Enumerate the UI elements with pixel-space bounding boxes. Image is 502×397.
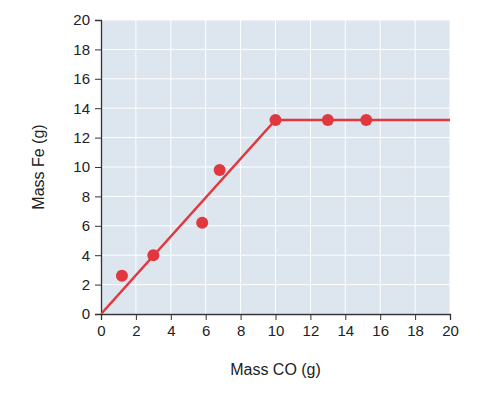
line <box>101 120 450 314</box>
y-tick: 18 <box>73 41 101 58</box>
x-tick: 0 <box>97 314 105 339</box>
grid-line-y <box>101 225 450 226</box>
y-tick-label: 2 <box>82 276 90 293</box>
x-tick-mark <box>310 314 311 320</box>
plot: 0 2 4 6 8 10 12 14 16 18 20 0 2 4 6 8 10 12 14 16 18 20 <box>73 11 459 338</box>
y-tick: 4 <box>82 247 101 264</box>
x-tick-label: 0 <box>97 322 105 339</box>
y-tick-mark <box>95 314 101 315</box>
y-tick-mark <box>95 196 101 197</box>
point <box>360 114 372 126</box>
x-tick-mark <box>276 314 277 320</box>
y-tick-label: 14 <box>73 100 90 117</box>
plot-background <box>101 20 450 314</box>
y-tick: 20 <box>73 11 101 28</box>
y-tick-mark <box>95 255 101 256</box>
y-tick: 0 <box>82 305 101 322</box>
y-tick-label: 16 <box>73 70 90 87</box>
y-tick-label: 10 <box>73 158 90 175</box>
grid <box>101 20 450 314</box>
y-tick-mark <box>95 49 101 50</box>
y-axis: 0 2 4 6 8 10 12 14 16 18 20 <box>73 11 101 322</box>
x-tick-label: 18 <box>407 322 424 339</box>
marks <box>101 114 450 314</box>
y-tick: 8 <box>82 188 101 205</box>
x-tick-label: 4 <box>167 322 175 339</box>
y-tick-label: 18 <box>73 41 90 58</box>
point <box>270 114 282 126</box>
x-tick-label: 14 <box>337 322 354 339</box>
y-tick: 6 <box>82 217 101 234</box>
y-tick-mark <box>95 167 101 168</box>
x-tick-label: 16 <box>372 322 389 339</box>
x-tick: 18 <box>407 314 424 339</box>
point <box>322 114 334 126</box>
x-axis-line <box>102 315 451 321</box>
x-tick: 8 <box>237 314 245 339</box>
x-tick-mark <box>450 314 451 320</box>
y-tick-label: 12 <box>73 129 90 146</box>
x-tick: 4 <box>167 314 175 339</box>
point <box>214 164 226 176</box>
y-tick-label: 8 <box>82 188 90 205</box>
y-tick-label: 4 <box>82 247 90 264</box>
grid-line-y <box>101 137 450 138</box>
x-tick-mark <box>345 314 346 320</box>
y-tick: 2 <box>82 276 101 293</box>
x-tick-mark <box>136 314 137 320</box>
y-tick-mark <box>95 79 101 80</box>
x-tick-label: 12 <box>303 322 320 339</box>
x-tick-mark <box>380 314 381 320</box>
y-axis-title: Mass Fe (g) <box>30 124 47 209</box>
y-axis-line <box>95 21 102 315</box>
point <box>147 249 159 261</box>
x-tick: 6 <box>202 314 210 339</box>
y-tick-mark <box>95 108 101 109</box>
x-tick-mark <box>415 314 416 320</box>
x-axis-title: Mass CO (g) <box>230 361 321 378</box>
x-tick: 2 <box>132 314 140 339</box>
y-tick: 12 <box>73 129 101 146</box>
y-tick-label: 0 <box>82 305 90 322</box>
point <box>196 217 208 229</box>
grid-line-y <box>101 167 450 168</box>
x-tick-label: 8 <box>237 322 245 339</box>
y-tick: 10 <box>73 158 101 175</box>
grid-line-y <box>101 284 450 285</box>
x-tick: 12 <box>303 314 320 339</box>
grid-line-y <box>101 196 450 197</box>
x-tick: 10 <box>268 314 285 339</box>
x-tick: 16 <box>372 314 389 339</box>
y-tick: 16 <box>73 70 101 87</box>
y-tick-mark <box>95 285 101 286</box>
x-tick-label: 10 <box>268 322 285 339</box>
x-axis: 0 2 4 6 8 10 12 14 16 18 20 <box>97 314 459 339</box>
y-tick-mark <box>95 138 101 139</box>
x-tick-label: 20 <box>442 322 459 339</box>
x-tick: 14 <box>337 314 354 339</box>
x-tick-label: 2 <box>132 322 140 339</box>
y-tick-label: 6 <box>82 217 90 234</box>
grid-line-y <box>101 20 450 21</box>
grid-line-y <box>101 108 450 109</box>
x-tick: 20 <box>442 314 459 339</box>
x-tick-label: 6 <box>202 322 210 339</box>
y-tick-label: 20 <box>73 11 90 28</box>
y-tick-mark <box>95 20 101 21</box>
y-tick: 14 <box>73 100 101 117</box>
grid-line-y <box>101 49 450 50</box>
grid-line-y <box>101 78 450 79</box>
y-tick-mark <box>95 226 101 227</box>
point <box>116 270 128 282</box>
chart: 0 2 4 6 8 10 12 14 16 18 20 0 2 4 6 8 10 12 14 16 18 20 Mass C… <box>0 0 502 397</box>
x-tick-mark <box>241 314 242 320</box>
x-tick-mark <box>171 314 172 320</box>
x-tick-mark <box>206 314 207 320</box>
